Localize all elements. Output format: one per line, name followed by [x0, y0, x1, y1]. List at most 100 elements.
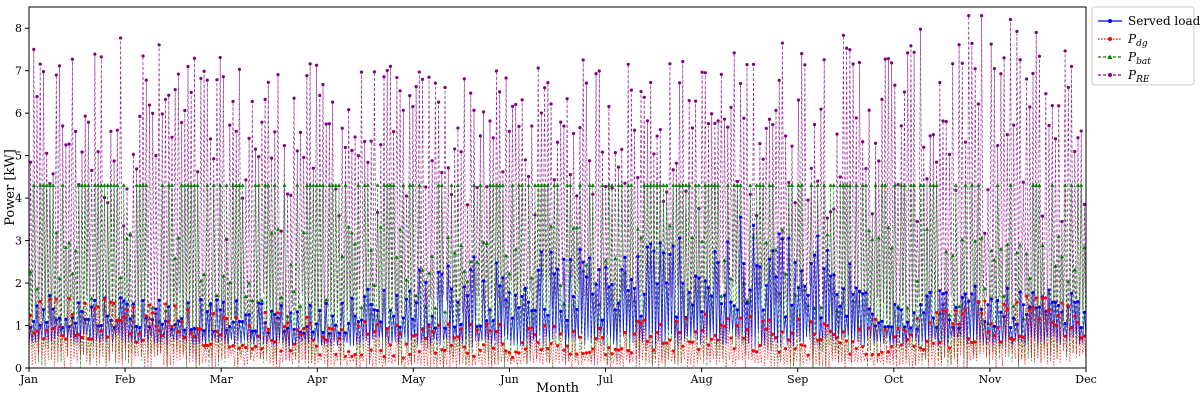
- data-point: [578, 248, 582, 252]
- data-point: [546, 313, 550, 317]
- data-point: [597, 326, 601, 330]
- data-point: [890, 344, 894, 349]
- data-point: [224, 237, 229, 241]
- data-point: [784, 347, 788, 351]
- data-point: [661, 341, 666, 345]
- data-point: [828, 274, 833, 278]
- data-point: [549, 224, 554, 228]
- data-point: [462, 269, 467, 273]
- data-point: [106, 314, 110, 318]
- data-point: [276, 311, 280, 315]
- data-point: [590, 183, 595, 187]
- data-point: [989, 248, 994, 253]
- data-point: [1069, 183, 1074, 187]
- data-point: [192, 56, 197, 60]
- data-point: [745, 63, 749, 67]
- data-point: [706, 121, 711, 126]
- x-axis-title: Month: [536, 381, 580, 396]
- data-point: [755, 264, 759, 268]
- data-point: [726, 317, 730, 321]
- data-point: [491, 319, 495, 323]
- data-point: [45, 151, 49, 155]
- data-point: [257, 334, 261, 338]
- data-point: [186, 183, 191, 187]
- data-point: [1021, 303, 1025, 307]
- data-point: [237, 183, 242, 187]
- data-point: [819, 338, 823, 342]
- data-point: [710, 294, 714, 298]
- data-point: [41, 337, 46, 341]
- data-point: [892, 183, 897, 187]
- data-point: [771, 332, 775, 336]
- data-point: [812, 122, 817, 127]
- data-point: [575, 352, 579, 356]
- legend-item: PRE: [1098, 68, 1150, 85]
- data-point: [681, 344, 685, 348]
- data-point: [494, 329, 499, 334]
- data-point: [1002, 293, 1007, 298]
- data-point: [99, 55, 103, 59]
- data-point: [199, 327, 203, 331]
- data-point: [928, 134, 932, 138]
- data-point: [475, 185, 479, 190]
- data-point: [809, 320, 813, 324]
- data-point: [173, 256, 178, 260]
- data-point: [694, 99, 698, 103]
- data-point: [1040, 243, 1045, 247]
- data-point: [774, 275, 778, 279]
- data-point: [334, 323, 338, 327]
- data-point: [99, 323, 103, 328]
- data-point: [870, 212, 874, 216]
- data-point: [443, 85, 447, 90]
- data-point: [771, 123, 775, 127]
- data-point: [179, 183, 184, 187]
- data-point: [976, 102, 980, 106]
- x-tick-label: Oct: [884, 373, 904, 386]
- data-point: [565, 318, 569, 322]
- data-point: [877, 321, 881, 325]
- data-point: [478, 134, 482, 138]
- data-point: [1037, 305, 1042, 309]
- data-point: [1063, 49, 1067, 53]
- data-point: [1028, 305, 1032, 309]
- data-point: [359, 318, 364, 322]
- data-point: [157, 328, 161, 333]
- data-point: [1059, 254, 1064, 259]
- data-point: [452, 250, 457, 255]
- data-point: [29, 269, 33, 274]
- data-point: [648, 183, 653, 187]
- data-point: [838, 183, 843, 187]
- y-tick-label: 3: [15, 235, 22, 248]
- data-point: [902, 90, 907, 94]
- data-point: [263, 310, 267, 315]
- data-point: [690, 340, 695, 344]
- data-point: [35, 94, 39, 99]
- data-point: [867, 326, 871, 330]
- data-point: [758, 141, 762, 146]
- data-point: [697, 347, 701, 352]
- data-point: [896, 182, 900, 187]
- data-point: [311, 183, 316, 187]
- data-point: [430, 314, 434, 318]
- data-point: [787, 180, 791, 185]
- data-point: [208, 302, 213, 306]
- data-point: [48, 294, 52, 298]
- data-point: [115, 183, 120, 187]
- data-point: [211, 183, 216, 187]
- data-point: [1027, 276, 1032, 280]
- data-point: [915, 279, 920, 283]
- data-point: [372, 308, 376, 312]
- data-point: [333, 183, 338, 187]
- data-point: [963, 292, 968, 296]
- data-point: [410, 183, 415, 187]
- data-point: [668, 252, 672, 257]
- data-point: [80, 150, 84, 154]
- data-point: [652, 249, 656, 253]
- data-point: [893, 302, 897, 307]
- data-point: [890, 61, 894, 65]
- legend-item: Served load: [1098, 14, 1200, 28]
- data-point: [378, 225, 383, 229]
- legend-item: Pbat: [1098, 50, 1151, 67]
